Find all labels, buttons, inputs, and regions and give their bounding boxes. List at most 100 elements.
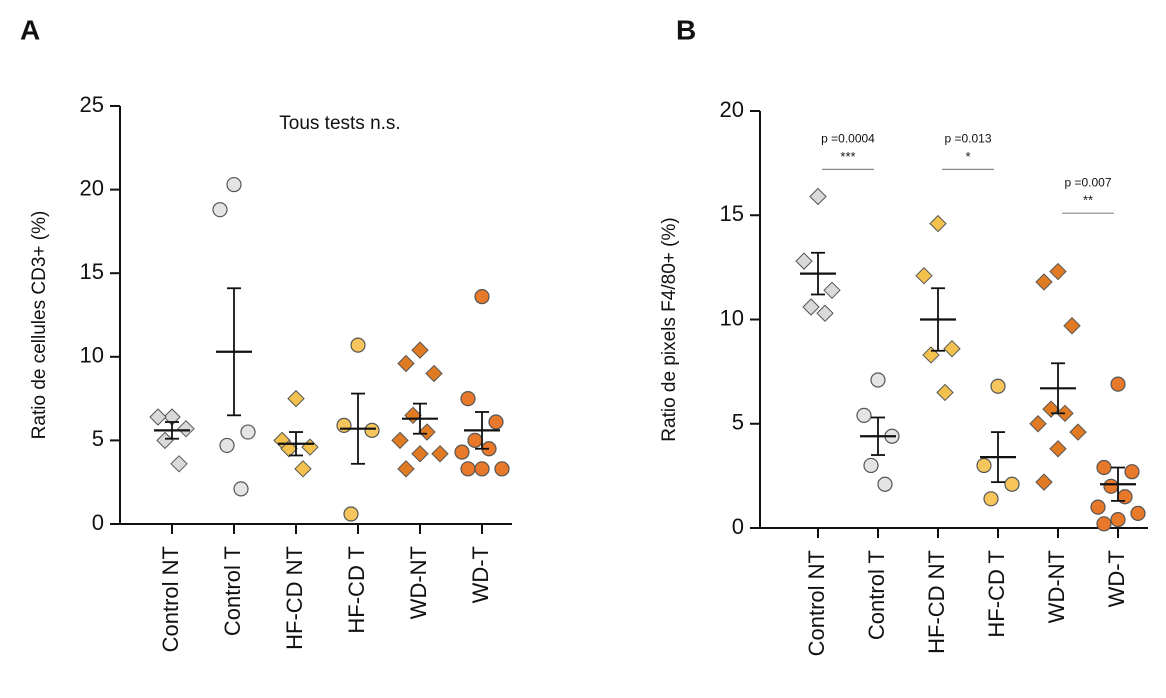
data-point	[240, 424, 256, 440]
annotation: Tous tests n.s.	[279, 113, 400, 134]
data-point	[494, 461, 510, 477]
data-point	[1004, 476, 1020, 492]
y-tick-label: 25	[80, 92, 104, 117]
stars: ***	[840, 149, 855, 164]
panel-letter: B	[676, 14, 696, 45]
data-point	[418, 423, 436, 441]
y-tick-label: 10	[720, 305, 744, 330]
data-point	[809, 187, 827, 206]
data-point	[1029, 415, 1047, 433]
data-point	[397, 460, 415, 478]
data-point	[802, 298, 820, 316]
data-point	[460, 461, 476, 477]
x-tick-label: HF-CD NT	[282, 546, 307, 650]
data-point	[1103, 478, 1119, 494]
data-point	[863, 457, 879, 474]
x-tick-label: WD-NT	[1044, 550, 1069, 623]
data-point	[929, 214, 947, 233]
x-tick-label: HF-CD T	[984, 550, 1009, 638]
y-tick-label: 10	[80, 343, 104, 368]
data-point	[364, 422, 380, 438]
data-point	[474, 461, 490, 477]
data-point	[936, 383, 954, 402]
x-tick-label: WD-T	[468, 546, 493, 603]
data-point	[404, 406, 422, 425]
data-point	[816, 304, 834, 322]
data-point	[391, 431, 409, 450]
stars: **	[1083, 193, 1093, 208]
x-tick-label: Control T	[864, 550, 889, 640]
p-value: p =0.0004	[821, 132, 875, 146]
x-tick-label: Control T	[220, 546, 245, 636]
data-point	[1110, 376, 1126, 392]
data-point	[1035, 473, 1053, 491]
data-point	[411, 445, 429, 463]
data-point	[1069, 423, 1087, 441]
data-point	[943, 339, 961, 358]
data-point	[1124, 464, 1140, 480]
data-point	[1090, 499, 1106, 515]
y-axis-label: Ratio de pixels F4/80+ (%)	[659, 217, 680, 441]
y-axis-label: Ratio de cellules CD3+ (%)	[29, 211, 50, 440]
data-point	[983, 491, 999, 507]
data-point	[1035, 273, 1053, 291]
data-point	[1049, 440, 1067, 458]
data-point	[922, 346, 940, 364]
y-tick-label: 20	[720, 97, 744, 122]
data-point	[233, 481, 249, 497]
data-point	[474, 289, 490, 305]
data-point	[294, 460, 312, 478]
y-tick-label: 15	[80, 259, 104, 284]
y-tick-label: 5	[92, 426, 104, 451]
data-point	[990, 378, 1006, 394]
data-point	[870, 372, 886, 388]
p-value: p =0.013	[944, 132, 991, 146]
data-point	[1063, 317, 1081, 335]
data-point	[1049, 262, 1067, 281]
data-point	[795, 252, 813, 270]
x-tick-label: HF-CD NT	[924, 550, 949, 654]
data-point	[149, 408, 167, 426]
data-point	[460, 391, 476, 407]
y-tick-label: 20	[80, 175, 104, 200]
y-tick-label: 0	[732, 514, 744, 539]
data-point	[915, 267, 933, 285]
data-point	[343, 506, 359, 522]
data-point	[454, 444, 470, 460]
data-point	[1096, 459, 1112, 476]
x-tick-label: WD-NT	[406, 546, 431, 619]
y-tick-label: 0	[92, 510, 104, 535]
data-point	[336, 417, 352, 433]
x-tick-label: WD-T	[1104, 550, 1129, 607]
data-point	[177, 419, 195, 438]
data-point	[1130, 505, 1146, 522]
data-point	[1110, 512, 1126, 528]
x-tick-label: Control NT	[158, 546, 183, 652]
data-point	[226, 176, 242, 193]
data-point	[156, 431, 174, 450]
x-tick-label: Control NT	[804, 550, 829, 656]
y-tick-label: 5	[732, 410, 744, 435]
data-point	[301, 438, 319, 456]
data-point	[1042, 400, 1060, 418]
data-point	[1096, 516, 1112, 532]
p-value: p =0.007	[1064, 175, 1111, 189]
data-point	[856, 407, 872, 424]
data-point	[877, 476, 893, 492]
panel-letter: A	[20, 14, 40, 45]
data-point	[411, 341, 429, 359]
y-tick-label: 15	[720, 201, 744, 226]
data-point	[488, 414, 504, 430]
data-point	[397, 354, 415, 373]
data-point	[170, 455, 188, 473]
data-point	[350, 337, 366, 353]
data-point	[431, 445, 449, 463]
data-point	[467, 432, 483, 448]
x-tick-label: HF-CD T	[344, 546, 369, 634]
data-point	[212, 202, 228, 218]
data-point	[823, 281, 841, 300]
data-point	[287, 389, 305, 408]
data-point	[976, 457, 992, 474]
